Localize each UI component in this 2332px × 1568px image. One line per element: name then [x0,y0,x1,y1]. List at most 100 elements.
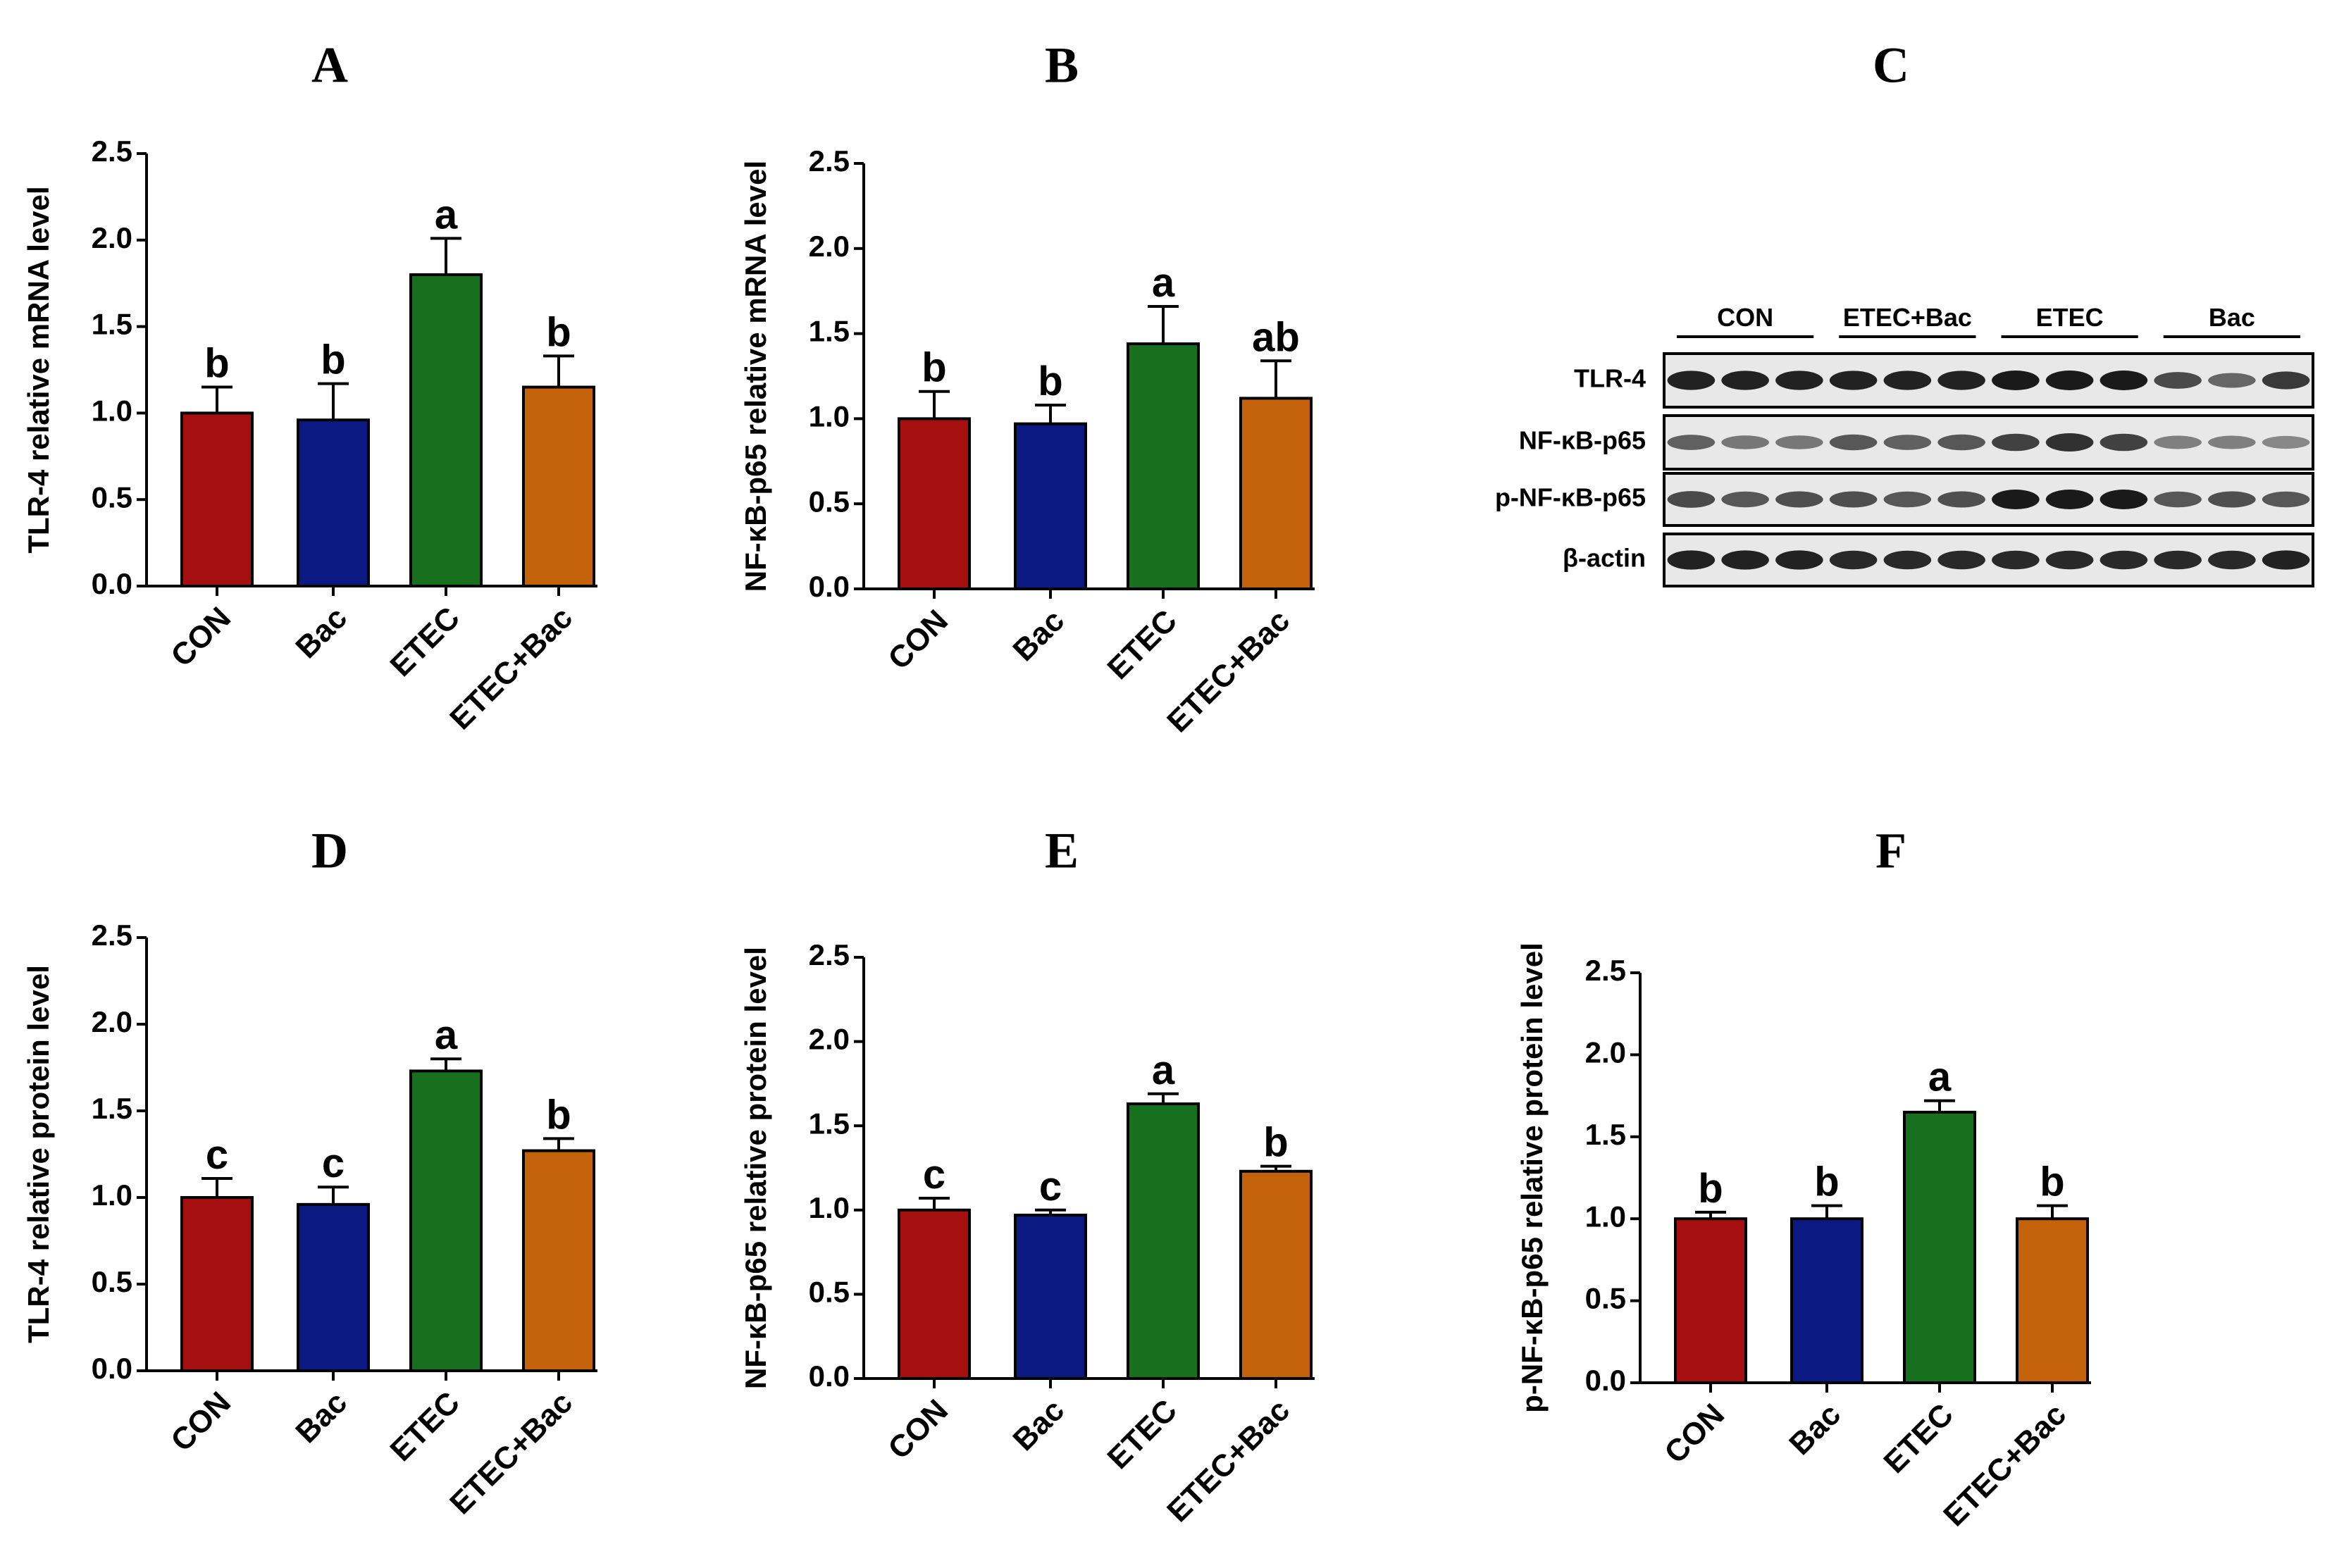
blot-group-label-etec: ETEC [2036,303,2104,332]
y-axis-label-f: p-NF-κB-p65 relative protein level [1515,942,1549,1413]
y-tick-label: 0.0 [92,1352,132,1385]
blot-band [2100,371,2148,390]
category-label-con: CON [1658,1397,1731,1470]
bar-con [180,411,254,588]
y-tick-label: 1.5 [92,1092,132,1125]
category-label-con: CON [164,600,237,673]
panel-letter-f: F [1875,823,1906,879]
significance-label-bac: b [1038,359,1062,404]
blot-band [2154,372,2202,389]
blot-band [1829,371,1878,390]
significance-label-con: b [922,345,946,391]
blot-band [1775,435,1823,449]
significance-label-bac: b [321,337,345,383]
blot-band [2262,435,2310,449]
blot-band [1829,491,1878,508]
y-tick-label: 0.5 [92,1265,132,1298]
significance-label-etec-bac: b [546,309,571,355]
blot-band [2100,433,2148,452]
y-tick-label: 0.5 [1585,1282,1626,1315]
significance-label-etec-bac: ab [1252,314,1300,360]
significance-label-etec-bac: b [546,1092,571,1138]
panel-letter-c: C [1873,37,1909,94]
y-tick-label: 0.0 [92,567,132,600]
blot-row-label-tlr-4: TLR-4 [1574,364,1646,393]
y-axis-label-e: NF-κB-p65 relative protein level [739,947,772,1389]
blot-band [1775,550,1823,570]
blot-band [2100,490,2148,509]
significance-label-etec: a [1928,1054,1952,1100]
significance-label-etec: a [435,192,458,237]
bar-bac [1790,1217,1863,1384]
blot-band [1775,491,1823,508]
category-label-etec: ETEC [1100,1393,1184,1476]
y-tick-label: 1.5 [809,315,850,348]
y-tick-label: 2.5 [809,144,850,178]
significance-label-con: b [204,341,229,387]
y-tick-label: 2.0 [92,1005,132,1038]
y-tick-label: 0.0 [1585,1364,1626,1397]
blot-band [1883,371,1932,390]
blot-band [1721,550,1769,570]
blot-band [2154,491,2202,508]
blot-band [1667,491,1716,508]
blot-band [2208,373,2256,388]
significance-label-bac: b [1814,1159,1839,1205]
significance-label-etec: a [435,1012,458,1058]
bar-bac [297,418,370,587]
category-label-bac: Bac [1782,1397,1847,1462]
blot-band [1937,491,1985,508]
category-label-etec-bac: ETEC+Bac [1160,1393,1296,1529]
y-tick-label: 1.0 [92,1178,132,1212]
bar-etec-bac [1239,1169,1313,1381]
blot-band [1937,371,1985,390]
blot-band [2045,433,2094,452]
significance-label-bac: c [322,1140,345,1186]
category-label-etec: ETEC [1100,603,1184,686]
blot-strip [1663,533,2314,587]
category-label-con: CON [164,1385,237,1458]
blot-group-label-bac: Bac [2209,303,2255,332]
y-tick-label: 2.5 [809,938,850,971]
blot-band [2262,491,2310,508]
blot-group-label-etec-bac: ETEC+Bac [1843,303,1972,332]
blot-strip [1663,472,2314,527]
category-label-bac: Bac [289,600,354,665]
blot-band [1992,490,2040,509]
category-label-bac: Bac [1006,1393,1071,1457]
significance-label-bac: c [1039,1164,1062,1209]
significance-label-con: c [923,1152,945,1197]
bar-bac [297,1202,370,1372]
bar-con [180,1196,254,1372]
y-tick-label: 2.5 [92,135,132,168]
western-blot-panel-c: C CON ETEC+Bac ETEC Bac TLR-4 NF-κB-p65 p-NF-κB… [1495,37,2314,587]
blot-band [1667,435,1716,450]
y-tick-label: 2.0 [1585,1035,1626,1069]
category-label-con: CON [881,603,955,676]
y-axis-label-d: TLR-4 relative protein level [22,965,55,1343]
bar-etec [1903,1110,1976,1384]
blot-band [1829,550,1878,570]
blot-band [2154,550,2202,570]
blot-band [1992,371,2040,390]
y-tick-label: 2.5 [1585,954,1626,987]
y-tick-label: 0.0 [809,570,850,603]
blot-band [1992,550,2040,570]
bar-etec-bac [1239,397,1313,591]
blot-band [2100,550,2148,570]
y-tick-label: 0.0 [809,1359,850,1393]
bar-etec [1127,1102,1200,1380]
bar-etec [1127,342,1200,590]
blot-band [1937,550,1985,570]
category-label-bac: Bac [1006,603,1071,668]
panel-letter-a: A [311,37,348,94]
blot-band [1883,491,1932,508]
y-tick-label: 0.5 [809,485,850,518]
blot-band [2154,435,2202,449]
chart-panel-f: F 0.0 0.5 1.0 1.5 2.0 2.5 p-NF-κB-p65 relative … [1515,823,2091,1533]
blot-band [2262,550,2310,570]
blot-band [1721,491,1769,508]
bar-etec [409,273,483,587]
y-tick-label: 2.0 [92,221,132,254]
